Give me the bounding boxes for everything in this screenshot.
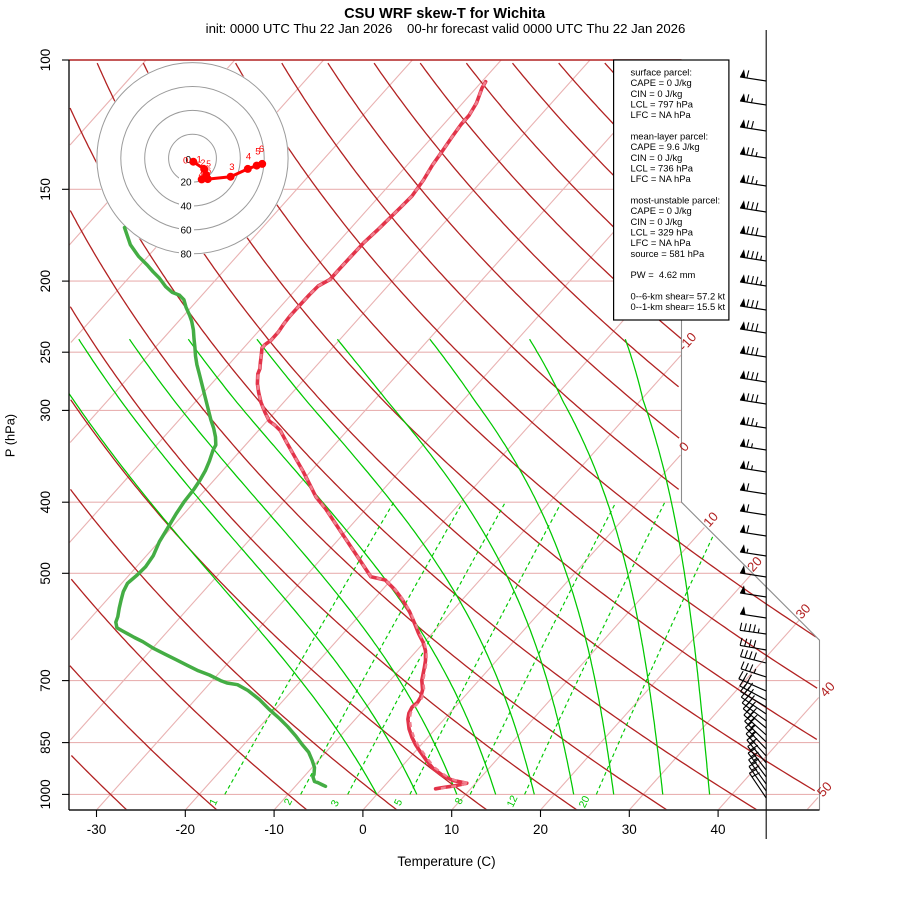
svg-text:30: 30 — [622, 822, 637, 837]
svg-text:CIN = 0 J/kg: CIN = 0 J/kg — [631, 152, 683, 163]
svg-text:-20: -20 — [176, 822, 196, 837]
svg-text:20: 20 — [533, 822, 548, 837]
svg-text:3: 3 — [329, 798, 342, 809]
svg-text:CAPE = 0 J/kg: CAPE = 0 J/kg — [631, 205, 692, 216]
svg-text:700: 700 — [38, 669, 53, 692]
svg-text:8: 8 — [453, 796, 466, 807]
svg-text:CIN = 0 J/kg: CIN = 0 J/kg — [631, 88, 683, 99]
svg-text:Temperature (C): Temperature (C) — [397, 854, 495, 869]
svg-text:250: 250 — [38, 341, 53, 364]
svg-text:500: 500 — [38, 562, 53, 585]
svg-text:6: 6 — [207, 166, 212, 175]
svg-text:0--1-km shear= 15.5 kt: 0--1-km shear= 15.5 kt — [631, 301, 726, 312]
svg-text:100: 100 — [38, 49, 53, 72]
svg-text:0: 0 — [183, 155, 188, 166]
svg-text:1000: 1000 — [38, 779, 53, 809]
svg-text:40: 40 — [711, 822, 726, 837]
svg-text:-30: -30 — [87, 822, 107, 837]
svg-text:surface parcel:: surface parcel: — [631, 67, 693, 78]
svg-text:20: 20 — [180, 178, 192, 189]
svg-text:LFC = NA hPa: LFC = NA hPa — [631, 237, 692, 248]
svg-text:20: 20 — [577, 794, 593, 810]
svg-text:4: 4 — [199, 171, 204, 180]
svg-text:40: 40 — [180, 202, 192, 213]
svg-text:mean-layer parcel:: mean-layer parcel: — [631, 131, 709, 142]
svg-text:0--6-km shear= 57.2 kt: 0--6-km shear= 57.2 kt — [631, 291, 726, 302]
svg-text:60: 60 — [180, 226, 192, 237]
svg-text:LFC = NA hPa: LFC = NA hPa — [631, 173, 692, 184]
svg-text:source = 581 hPa: source = 581 hPa — [631, 248, 706, 259]
svg-text:80: 80 — [180, 249, 192, 260]
svg-text:CSU WRF skew-T for Wichita: CSU WRF skew-T for Wichita — [344, 6, 546, 22]
svg-text:CAPE = 9.6 J/kg: CAPE = 9.6 J/kg — [631, 141, 700, 152]
svg-text:6: 6 — [259, 144, 264, 155]
svg-text:0: 0 — [359, 822, 367, 837]
svg-text:200: 200 — [38, 270, 53, 293]
svg-text:10: 10 — [444, 822, 459, 837]
svg-text:LCL = 736 hPa: LCL = 736 hPa — [631, 163, 694, 174]
svg-text:150: 150 — [38, 178, 53, 201]
svg-text:5: 5 — [255, 147, 260, 158]
svg-text:400: 400 — [38, 491, 53, 514]
svg-text:LCL = 797 hPa: LCL = 797 hPa — [631, 99, 694, 110]
svg-text:CAPE = 0 J/kg: CAPE = 0 J/kg — [631, 77, 692, 88]
svg-text:12: 12 — [505, 793, 521, 809]
svg-text:5: 5 — [206, 158, 211, 168]
svg-text:PW = 4.62 mm: PW = 4.62 mm — [631, 269, 696, 280]
svg-text:P (hPa): P (hPa) — [3, 414, 18, 457]
svg-text:init: 0000 UTC Thu 22 Jan 2026: init: 0000 UTC Thu 22 Jan 2026 00-hr for… — [206, 21, 686, 36]
svg-text:-10: -10 — [264, 822, 284, 837]
svg-text:LFC = NA hPa: LFC = NA hPa — [631, 109, 692, 120]
svg-text:1: 1 — [207, 797, 220, 808]
svg-text:1: 1 — [197, 154, 202, 165]
svg-text:CIN = 0 J/kg: CIN = 0 J/kg — [631, 216, 683, 227]
svg-text:2: 2 — [201, 157, 206, 167]
svg-text:0: 0 — [186, 155, 192, 166]
svg-text:5: 5 — [392, 797, 405, 808]
svg-text:850: 850 — [38, 731, 53, 754]
svg-text:4: 4 — [246, 152, 251, 163]
svg-text:2: 2 — [282, 797, 295, 808]
svg-text:300: 300 — [38, 399, 53, 422]
svg-text:most-unstable parcel:: most-unstable parcel: — [631, 195, 721, 206]
svg-text:3: 3 — [229, 162, 234, 173]
svg-text:LCL = 329 hPa: LCL = 329 hPa — [631, 227, 694, 238]
